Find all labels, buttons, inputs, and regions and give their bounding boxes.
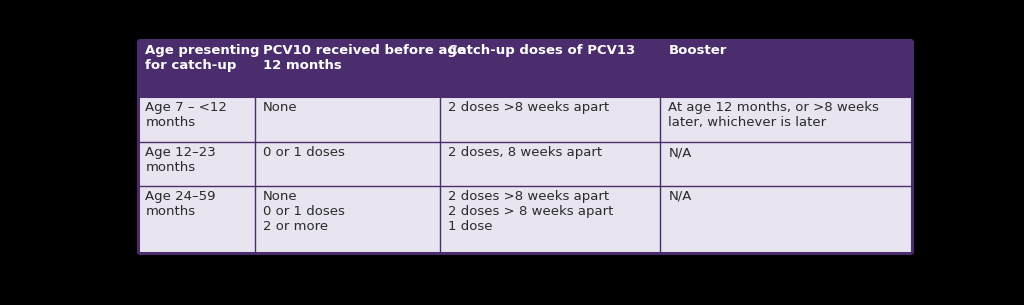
Bar [660,40,912,96]
Text: 2 doses, 8 weeks apart: 2 doses, 8 weeks apart [447,146,602,160]
Bar [137,40,255,96]
Text: Age 24–59
months: Age 24–59 months [145,190,216,218]
Bar [137,142,255,186]
Text: N/A: N/A [669,146,691,160]
Text: PCV10 received before age
12 months: PCV10 received before age 12 months [263,44,466,72]
Bar [137,186,255,253]
Text: 2 doses >8 weeks apart
2 doses > 8 weeks apart
1 dose: 2 doses >8 weeks apart 2 doses > 8 weeks… [447,190,613,233]
Bar [439,142,660,186]
Bar [439,40,660,96]
Bar [255,142,439,186]
Bar [137,96,255,142]
Bar [660,142,912,186]
Text: 0 or 1 doses: 0 or 1 doses [263,146,345,160]
Bar [255,96,439,142]
Text: Age 12–23
months: Age 12–23 months [145,146,216,174]
Bar [255,40,439,96]
Text: At age 12 months, or >8 weeks
later, whichever is later: At age 12 months, or >8 weeks later, whi… [669,101,880,129]
Bar [660,96,912,142]
Text: 2 doses >8 weeks apart: 2 doses >8 weeks apart [447,101,608,114]
Bar [439,186,660,253]
Text: Age presenting
for catch-up: Age presenting for catch-up [145,44,260,72]
Bar [660,186,912,253]
Text: N/A: N/A [669,190,691,203]
Text: Age 7 – <12
months: Age 7 – <12 months [145,101,227,129]
Text: None
0 or 1 doses
2 or more: None 0 or 1 doses 2 or more [263,190,345,233]
Bar [255,186,439,253]
Text: Catch-up doses of PCV13: Catch-up doses of PCV13 [447,44,635,57]
Text: Booster: Booster [669,44,727,57]
Bar [439,96,660,142]
Text: None: None [263,101,298,114]
